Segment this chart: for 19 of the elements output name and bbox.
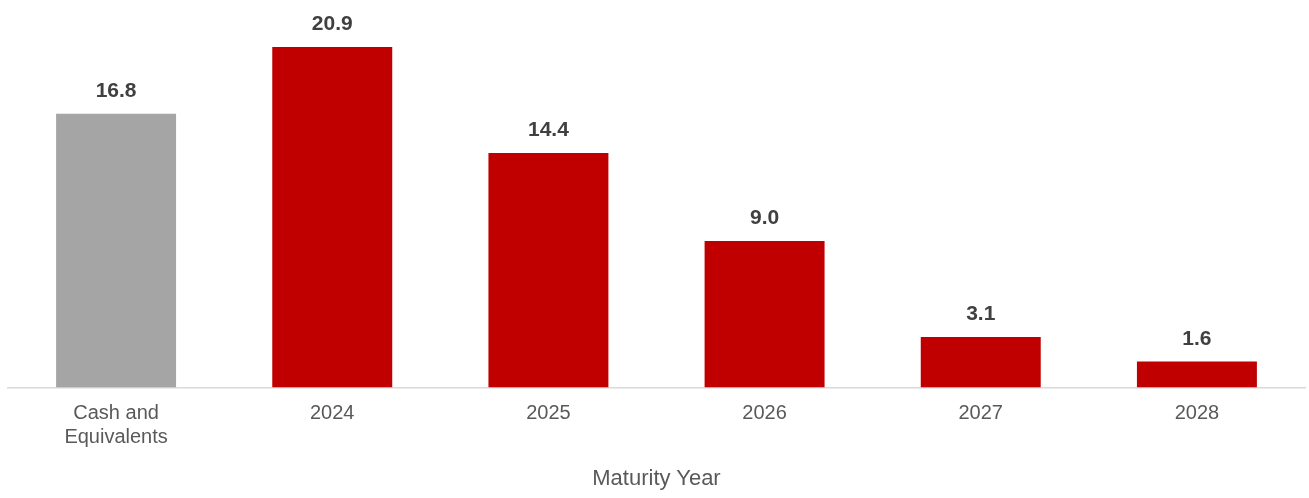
- bar: [704, 240, 825, 388]
- bar: [56, 113, 177, 388]
- data-label: 20.9: [311, 11, 353, 35]
- x-tick-label: 2024: [310, 401, 355, 424]
- x-tick-label: 2027: [958, 401, 1003, 424]
- data-label: 16.8: [95, 78, 137, 102]
- bar: [920, 337, 1041, 388]
- bar: [272, 47, 393, 388]
- x-tick-label: 2028: [1174, 401, 1220, 424]
- data-label: 1.6: [1182, 325, 1212, 349]
- bar: [488, 152, 609, 388]
- x-tick-label: 2025: [526, 401, 571, 424]
- data-label: 3.1: [966, 301, 996, 325]
- data-label: 9.0: [749, 205, 780, 229]
- x-tick-label: 2026: [742, 401, 787, 424]
- bar: [1136, 361, 1257, 388]
- x-axis-title: Maturity Year: [592, 464, 721, 490]
- data-label: 14.4: [527, 117, 570, 141]
- x-tick-label: Cash and Equivalents: [64, 401, 168, 448]
